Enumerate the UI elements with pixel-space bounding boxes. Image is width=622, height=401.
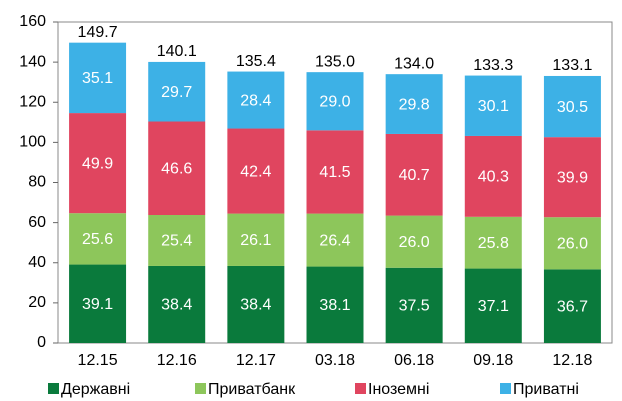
data-label: 41.5 (319, 164, 350, 181)
data-label: 46.6 (161, 160, 192, 177)
bar-segment (148, 61, 206, 122)
legend-swatch (195, 383, 206, 394)
data-label: 25.8 (478, 235, 509, 252)
data-label: 38.4 (161, 297, 192, 314)
x-tick-label: 03.18 (315, 352, 355, 369)
data-label: 25.4 (161, 233, 192, 250)
total-label: 140.1 (157, 43, 197, 60)
legend-label: Державні (61, 381, 130, 398)
bar-segment (227, 213, 285, 266)
data-label: 25.6 (82, 231, 113, 248)
legend-swatch (48, 383, 59, 394)
legend-swatch (500, 383, 511, 394)
bar-segment (385, 74, 443, 134)
total-label: 134.0 (394, 55, 434, 72)
data-label: 26.0 (399, 234, 430, 251)
y-tick-label: 140 (19, 53, 46, 70)
bar-segment (306, 72, 364, 131)
data-label: 42.4 (240, 163, 271, 180)
bar-segment (148, 265, 206, 343)
bar-segment (543, 269, 601, 343)
bar-segment (306, 130, 364, 214)
data-label: 26.0 (557, 236, 588, 253)
x-tick-label: 06.18 (394, 352, 434, 369)
total-label: 133.3 (473, 57, 513, 74)
legend-label: Приватні (513, 381, 579, 398)
bar-segment (69, 42, 127, 114)
bar-segment (385, 215, 443, 268)
y-tick-label: 40 (28, 254, 46, 271)
data-label: 30.5 (557, 99, 588, 116)
bar-segment (227, 71, 285, 129)
data-label: 28.4 (240, 92, 271, 109)
bar-segment (385, 267, 443, 343)
x-tick-label: 12.18 (552, 352, 592, 369)
data-label: 36.7 (557, 298, 588, 315)
data-label: 26.4 (319, 232, 350, 249)
bar-segment (148, 215, 206, 266)
bar-segment (227, 128, 285, 214)
data-label: 39.9 (557, 169, 588, 186)
x-tick-label: 12.17 (236, 352, 276, 369)
data-label: 38.1 (319, 297, 350, 314)
y-tick-label: 0 (37, 334, 46, 351)
x-tick-label: 12.16 (157, 352, 197, 369)
bar-segment (69, 264, 127, 343)
data-label: 37.1 (478, 298, 509, 315)
legend-label: Приватбанк (208, 381, 296, 398)
data-label: 39.1 (82, 296, 113, 313)
bar-segment (464, 268, 522, 343)
y-tick-label: 100 (19, 134, 46, 151)
bar-segment (69, 113, 127, 214)
bar-segment (464, 216, 522, 269)
data-label: 29.0 (319, 93, 350, 110)
data-label: 29.7 (161, 84, 192, 101)
data-label: 40.7 (399, 167, 430, 184)
bar-segment (464, 75, 522, 136)
data-label: 35.1 (82, 70, 113, 87)
total-label: 133.1 (552, 57, 592, 74)
legend-swatch (355, 383, 366, 394)
data-label: 29.8 (399, 96, 430, 113)
y-tick-label: 80 (28, 174, 46, 191)
bar-segment (543, 137, 601, 218)
data-label: 38.4 (240, 297, 271, 314)
y-tick-label: 60 (28, 214, 46, 231)
x-tick-label: 12.15 (78, 352, 118, 369)
data-label: 49.9 (82, 155, 113, 172)
legend-label: Іноземні (368, 381, 429, 398)
y-tick-label: 160 (19, 13, 46, 30)
total-label: 135.4 (236, 53, 276, 70)
bar-segment (464, 135, 522, 217)
total-label: 135.0 (315, 53, 355, 70)
bar-segment (69, 213, 127, 265)
y-tick-label: 20 (28, 294, 46, 311)
bar-segment (227, 265, 285, 343)
bar-segment (543, 217, 601, 270)
data-label: 40.3 (478, 169, 509, 186)
data-label: 26.1 (240, 232, 271, 249)
x-tick-label: 09.18 (473, 352, 513, 369)
bar-segment (306, 213, 364, 267)
bar-segment (385, 133, 443, 216)
bar-segment (148, 121, 206, 216)
data-label: 30.1 (478, 98, 509, 115)
bar-segment (306, 266, 364, 343)
y-tick-label: 120 (19, 93, 46, 110)
total-label: 149.7 (78, 24, 118, 41)
bar-segment (543, 75, 601, 138)
data-label: 37.5 (399, 298, 430, 315)
